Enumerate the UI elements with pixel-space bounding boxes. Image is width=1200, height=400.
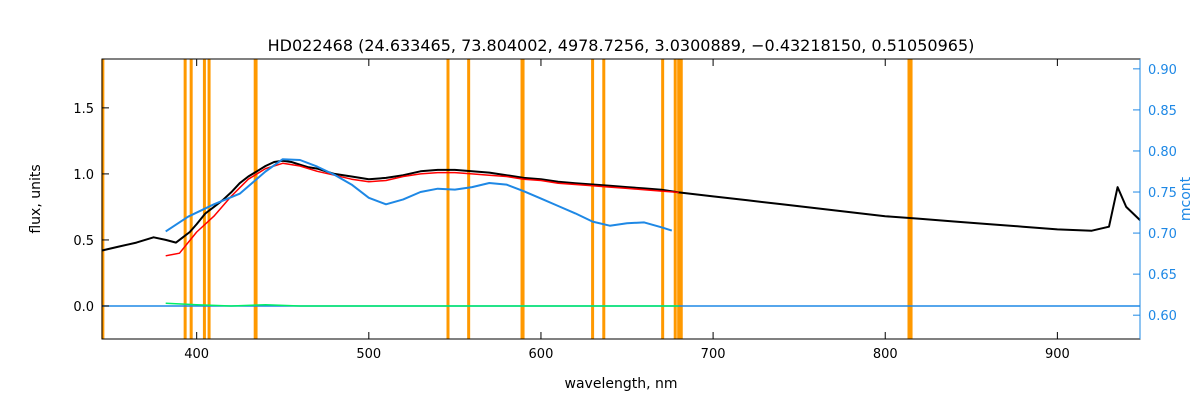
y-axis-label: flux, units — [28, 164, 44, 233]
x-tick-label: 800 — [873, 347, 898, 362]
chart-title: HD022468 (24.633465, 73.804002, 4978.725… — [268, 36, 975, 55]
series-line-residual — [165, 302, 679, 307]
x-axis-label: wavelength, nm — [565, 376, 678, 392]
plot-frame — [101, 58, 1141, 340]
y-tick-label: 1.5 — [73, 102, 94, 117]
y-tick-label: 0.0 — [73, 300, 94, 315]
y-axis: 0.0 0.5 1.0 1.5 — [73, 102, 109, 315]
y-tick-label: 1.0 — [73, 168, 94, 183]
series-group — [101, 158, 1141, 307]
y2-tick-label: 0.70 — [1148, 227, 1177, 242]
y2-tick-label: 0.75 — [1148, 186, 1177, 201]
x-tick-label: 700 — [701, 347, 726, 362]
masked-regions — [101, 59, 913, 339]
series-line-continuum — [165, 158, 673, 233]
y2-tick-label: 0.85 — [1148, 104, 1177, 119]
x-tick-label: 400 — [184, 347, 209, 362]
x-tick-label: 900 — [1045, 347, 1070, 362]
y-tick-label: 0.5 — [73, 234, 94, 249]
y2-tick-label: 0.90 — [1148, 63, 1177, 78]
y2-tick-label: 0.65 — [1148, 268, 1177, 283]
y2-tick-label: 0.60 — [1148, 309, 1177, 324]
series-line-observed — [101, 159, 1141, 252]
y2-axis: 0.60 0.65 0.70 0.75 0.80 0.85 0.90 — [1133, 59, 1177, 339]
x-tick-label: 500 — [356, 347, 381, 362]
y2-axis-label: mcont — [1178, 176, 1194, 221]
series-line-model — [165, 162, 679, 257]
y2-tick-label: 0.80 — [1148, 145, 1177, 160]
x-tick-label: 600 — [529, 347, 554, 362]
x-axis: 400 500 600 700 800 900 — [184, 59, 1070, 362]
